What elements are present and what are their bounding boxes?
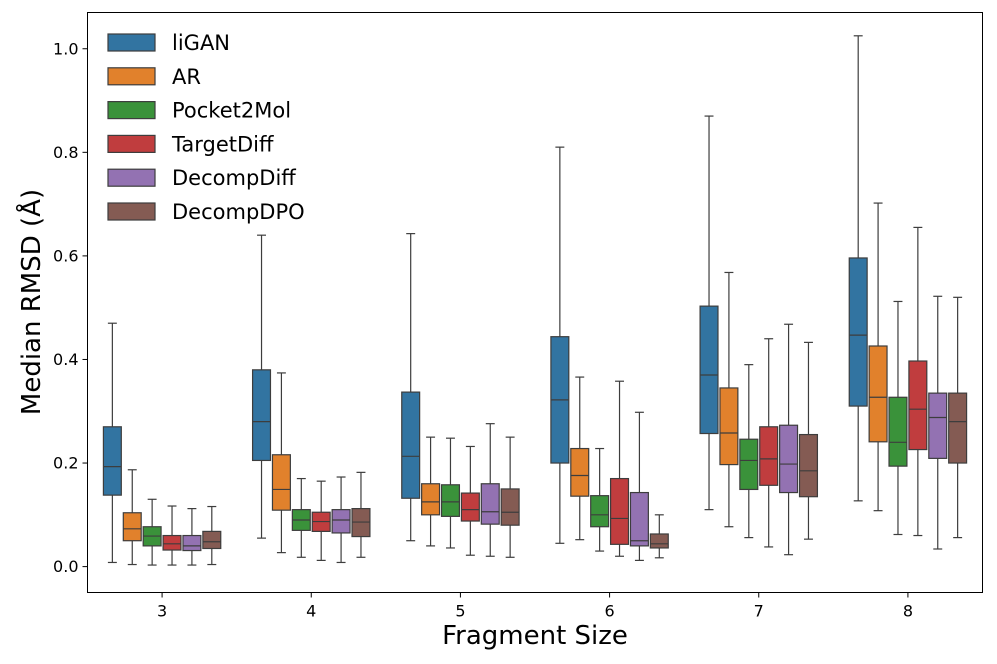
- y-tick-label: 1.0: [53, 39, 78, 58]
- y-tick-label: 0.6: [53, 246, 78, 265]
- y-tick-label: 0.2: [53, 454, 78, 473]
- box: [440, 484, 461, 517]
- box: [848, 257, 868, 407]
- box: [182, 534, 202, 552]
- plot-frame: [87, 12, 983, 593]
- x-tick-label: 8: [903, 602, 913, 621]
- legend-label: Pocket2Mol: [172, 99, 291, 123]
- box: [779, 424, 799, 494]
- x-axis: 3 4 5 6 7 8: [157, 592, 913, 621]
- legend-swatch: [107, 202, 156, 221]
- legend-swatch: [107, 168, 156, 187]
- box: [251, 369, 272, 462]
- x-tick-label: 7: [754, 602, 764, 621]
- legend-label: TargetDiff: [171, 132, 274, 156]
- box: [739, 438, 759, 491]
- legend: liGAN AR Pocket2Mol TargetDiff DecompDiff Dec…: [107, 31, 305, 224]
- legend-label: AR: [172, 65, 201, 89]
- box: [401, 391, 421, 499]
- series-ar: [122, 202, 888, 566]
- box: [271, 454, 291, 511]
- box: [122, 512, 142, 542]
- x-tick-label: 3: [157, 602, 167, 621]
- box: [480, 483, 500, 525]
- series-pocket2mol: [142, 300, 908, 566]
- box: [609, 477, 630, 545]
- box: [649, 533, 669, 549]
- box: [928, 392, 948, 459]
- box: [629, 491, 649, 547]
- series-targetdiff: [162, 226, 928, 566]
- box: [719, 387, 739, 466]
- legend-swatch: [107, 100, 156, 120]
- box: [331, 509, 351, 534]
- x-tick-label: 5: [455, 602, 465, 621]
- box: [888, 396, 908, 467]
- legend-swatch: [107, 67, 156, 86]
- box: [202, 530, 222, 550]
- y-axis-title: Median RMSD (Å): [15, 189, 47, 415]
- box: [570, 447, 590, 497]
- x-axis-title: Fragment Size: [442, 621, 628, 651]
- box: [908, 360, 928, 451]
- x-tick-label: 6: [604, 602, 614, 621]
- y-tick-label: 0.4: [53, 350, 78, 369]
- box: [798, 433, 819, 498]
- y-axis: 0.0 0.2 0.4 0.6 0.8 1.0: [53, 39, 88, 576]
- box: [948, 392, 968, 464]
- box: [421, 483, 441, 516]
- series-decompdpo: [202, 296, 968, 566]
- series-decompdiff: [182, 295, 948, 566]
- box: [102, 426, 122, 496]
- x-tick-label: 4: [306, 602, 316, 621]
- plot-area: [102, 35, 968, 566]
- legend-label: DecompDPO: [172, 200, 305, 224]
- box: [590, 495, 610, 528]
- y-tick-label: 0.8: [53, 143, 78, 162]
- y-tick-label: 0.0: [53, 557, 78, 576]
- series-ligan: [102, 35, 868, 564]
- box: [460, 492, 480, 522]
- box: [162, 534, 182, 551]
- box: [868, 345, 888, 443]
- legend-swatch: [107, 33, 156, 52]
- box: [699, 305, 719, 435]
- box: [759, 426, 779, 486]
- legend-label: liGAN: [172, 31, 230, 55]
- box: [500, 488, 520, 526]
- legend-label: DecompDiff: [172, 166, 296, 190]
- legend-swatch: [107, 134, 156, 153]
